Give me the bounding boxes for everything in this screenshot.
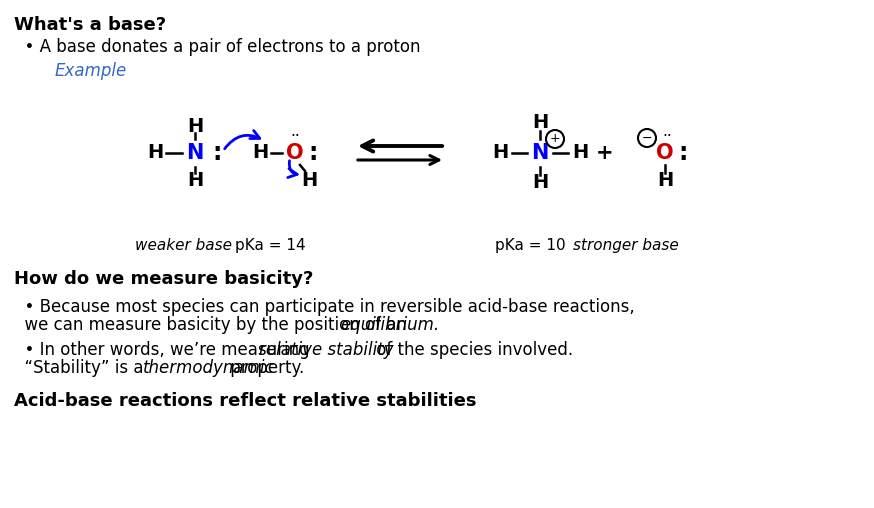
Text: Acid-base reactions reflect relative stabilities: Acid-base reactions reflect relative sta…	[14, 392, 476, 410]
Text: O: O	[656, 143, 674, 163]
Text: pKa = 10: pKa = 10	[495, 238, 565, 253]
Text: equilibrium.: equilibrium.	[340, 316, 440, 334]
Text: of the species involved.: of the species involved.	[371, 341, 573, 359]
Text: +: +	[550, 133, 560, 145]
Text: Example: Example	[55, 62, 128, 80]
Text: What's a base?: What's a base?	[14, 16, 166, 34]
Text: • In other words, we’re measuring: • In other words, we’re measuring	[14, 341, 315, 359]
Text: ··: ··	[662, 130, 672, 144]
Text: H: H	[187, 171, 203, 189]
Text: pKa = 14: pKa = 14	[235, 238, 306, 253]
Text: −: −	[642, 132, 652, 144]
Text: ··: ··	[290, 130, 300, 144]
Text: +: +	[596, 143, 614, 163]
Text: relative stability: relative stability	[259, 341, 393, 359]
Text: H: H	[252, 143, 268, 163]
Text: N: N	[531, 143, 549, 163]
Text: thermodynamic: thermodynamic	[143, 359, 274, 377]
Text: :: :	[309, 141, 317, 165]
Text: H: H	[572, 143, 588, 163]
FancyArrowPatch shape	[225, 131, 260, 149]
Text: H: H	[301, 171, 317, 189]
Text: H: H	[532, 174, 548, 193]
Text: • A base donates a pair of electrons to a proton: • A base donates a pair of electrons to …	[14, 38, 420, 56]
Text: N: N	[186, 143, 204, 163]
Text: How do we measure basicity?: How do we measure basicity?	[14, 270, 314, 288]
Text: :: :	[212, 141, 222, 165]
Text: we can measure basicity by the position of an: we can measure basicity by the position …	[14, 316, 413, 334]
Text: • Because most species can participate in reversible acid-base reactions,: • Because most species can participate i…	[14, 298, 635, 316]
FancyArrowPatch shape	[288, 161, 297, 177]
Text: weaker base: weaker base	[135, 238, 232, 253]
Text: H: H	[657, 171, 673, 189]
Text: :: :	[678, 141, 688, 165]
Text: “Stability” is a: “Stability” is a	[14, 359, 149, 377]
Text: stronger base: stronger base	[573, 238, 679, 253]
Text: H: H	[492, 143, 508, 163]
Text: H: H	[187, 116, 203, 136]
Text: O: O	[286, 143, 304, 163]
Text: H: H	[532, 113, 548, 133]
Text: property.: property.	[225, 359, 304, 377]
Text: H: H	[147, 143, 163, 163]
